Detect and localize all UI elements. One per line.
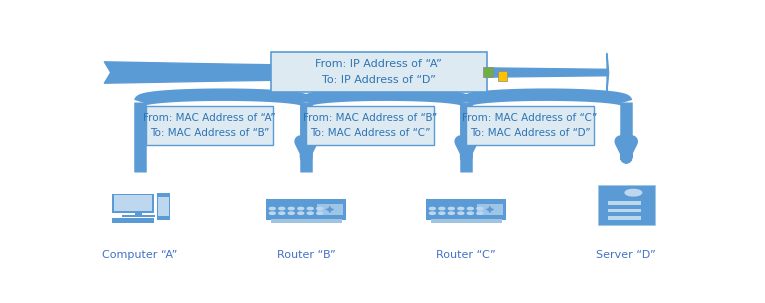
Bar: [483, 67, 493, 77]
Circle shape: [317, 207, 323, 210]
Text: From: MAC Address of “B”
To: MAC Address of “C”: From: MAC Address of “B” To: MAC Address…: [303, 113, 437, 138]
Circle shape: [458, 207, 464, 210]
Circle shape: [439, 212, 444, 215]
Bar: [135, 212, 142, 215]
Circle shape: [308, 212, 313, 215]
Circle shape: [429, 207, 435, 210]
Bar: [317, 204, 343, 215]
Text: Server “D”: Server “D”: [597, 250, 656, 260]
Circle shape: [298, 212, 304, 215]
Circle shape: [467, 212, 474, 215]
FancyBboxPatch shape: [597, 185, 655, 225]
Bar: [608, 201, 641, 205]
FancyBboxPatch shape: [266, 199, 346, 220]
Text: Router “C”: Router “C”: [436, 250, 496, 260]
Circle shape: [317, 212, 323, 215]
Bar: [157, 193, 170, 219]
Bar: [112, 218, 155, 223]
Bar: [271, 219, 342, 222]
Bar: [497, 71, 507, 81]
Bar: [112, 194, 155, 212]
Bar: [114, 195, 152, 211]
Bar: [608, 216, 641, 219]
Circle shape: [288, 207, 295, 210]
FancyBboxPatch shape: [306, 106, 434, 145]
Circle shape: [278, 207, 285, 210]
Circle shape: [439, 207, 444, 210]
Circle shape: [288, 212, 295, 215]
Circle shape: [625, 189, 642, 196]
Circle shape: [467, 207, 474, 210]
Bar: [477, 204, 503, 215]
Circle shape: [308, 207, 313, 210]
Circle shape: [278, 212, 285, 215]
Circle shape: [448, 212, 454, 215]
Text: From: MAC Address of “C”
To: MAC Address of “D”: From: MAC Address of “C” To: MAC Address…: [462, 113, 597, 138]
Circle shape: [269, 207, 275, 210]
FancyBboxPatch shape: [146, 106, 273, 145]
FancyBboxPatch shape: [466, 106, 594, 145]
Bar: [122, 215, 155, 217]
Text: From: MAC Address of “A”
To: MAC Address of “B”: From: MAC Address of “A” To: MAC Address…: [144, 113, 276, 138]
Bar: [431, 219, 502, 222]
Bar: [608, 208, 641, 212]
Circle shape: [477, 212, 483, 215]
Text: From: IP Address of “A”
To: IP Address of “D”: From: IP Address of “A” To: IP Address o…: [315, 59, 442, 85]
Text: Router “B”: Router “B”: [277, 250, 336, 260]
Circle shape: [298, 207, 304, 210]
Circle shape: [448, 207, 454, 210]
FancyBboxPatch shape: [426, 199, 506, 220]
Circle shape: [429, 212, 435, 215]
Circle shape: [477, 207, 483, 210]
Bar: [158, 197, 168, 216]
FancyBboxPatch shape: [271, 52, 487, 92]
Text: Computer “A”: Computer “A”: [103, 250, 177, 260]
Circle shape: [458, 212, 464, 215]
Circle shape: [269, 212, 275, 215]
